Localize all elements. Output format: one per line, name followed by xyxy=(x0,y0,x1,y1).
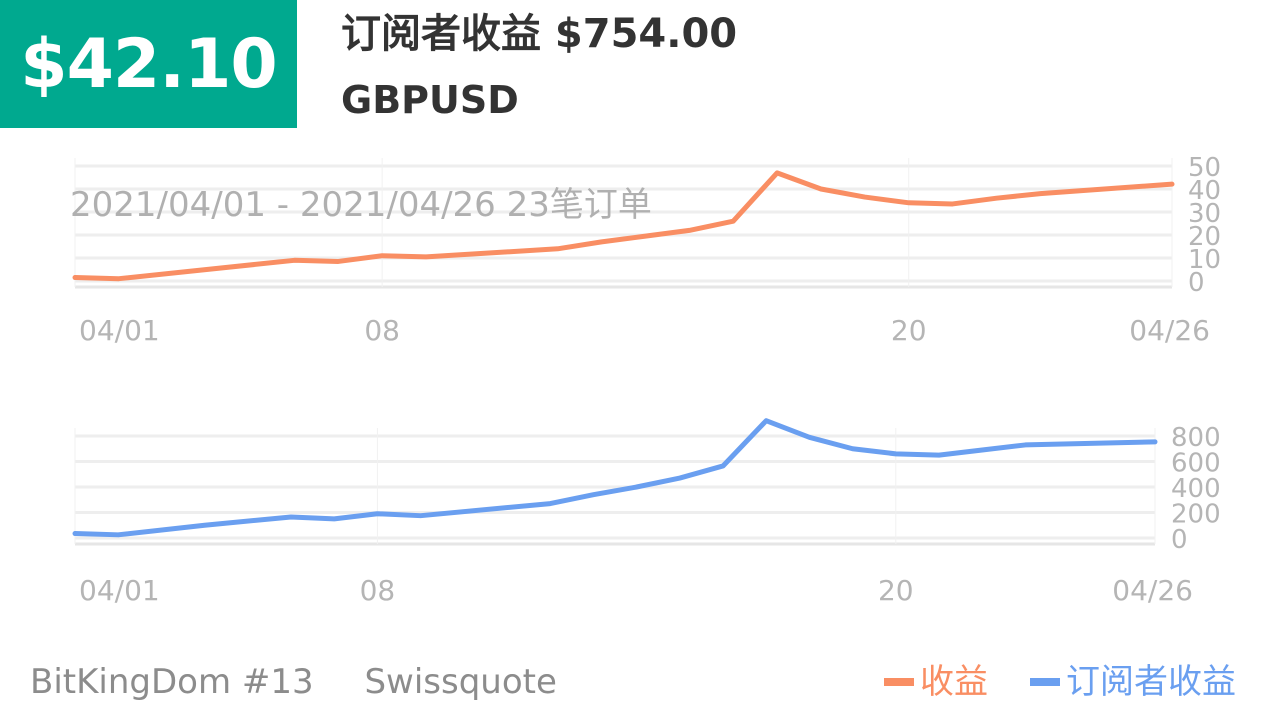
legend-label-profit: 收益 xyxy=(920,662,988,702)
legend-item-subscriber: 订阅者收益 xyxy=(1030,660,1236,704)
symbol-label: GBPUSD xyxy=(341,78,519,122)
y-tick-label: 400 xyxy=(1171,474,1221,504)
x-tick-label: 20 xyxy=(878,574,914,607)
profit-badge-value: $42.10 xyxy=(20,24,277,104)
profit-badge: $42.10 xyxy=(0,0,297,128)
legend-item-profit: 收益 xyxy=(884,660,988,704)
series-line xyxy=(72,418,1158,538)
y-tick-label: 0 xyxy=(1188,268,1205,298)
y-tick-label: 800 xyxy=(1171,423,1221,453)
broker-label: Swissquote xyxy=(364,662,557,702)
x-tick-label: 04/26 xyxy=(1112,574,1193,607)
x-tick-label: 20 xyxy=(891,314,927,347)
account-label: BitKingDom #13 xyxy=(30,662,314,702)
y-tick-label: 0 xyxy=(1171,525,1188,555)
x-tick-label: 08 xyxy=(360,574,396,607)
y-tick-label: 50 xyxy=(1188,153,1221,183)
y-tick-label: 20 xyxy=(1188,222,1221,252)
subscriber-profit-headline: 订阅者收益 $754.00 xyxy=(341,11,738,57)
y-tick-label: 40 xyxy=(1188,176,1221,206)
chart-annotation: 2021/04/01 - 2021/04/26 23笔订单 xyxy=(70,185,652,225)
x-tick-label: 08 xyxy=(364,314,400,347)
legend-label-subscriber: 订阅者收益 xyxy=(1066,662,1236,702)
y-tick-label: 30 xyxy=(1188,199,1221,229)
y-tick-label: 10 xyxy=(1188,245,1221,275)
footer-info: BitKingDom #13 Swissquote xyxy=(30,660,597,704)
x-tick-label: 04/26 xyxy=(1129,314,1210,347)
legend-swatch-subscriber xyxy=(1030,678,1060,686)
y-tick-label: 600 xyxy=(1171,449,1221,479)
x-tick-label: 04/01 xyxy=(79,314,160,347)
series-line xyxy=(72,170,1175,282)
legend-swatch-profit xyxy=(884,678,914,686)
x-tick-label: 04/01 xyxy=(79,574,160,607)
chart-legend: 收益 订阅者收益 xyxy=(842,660,1236,704)
y-tick-label: 200 xyxy=(1171,500,1221,530)
